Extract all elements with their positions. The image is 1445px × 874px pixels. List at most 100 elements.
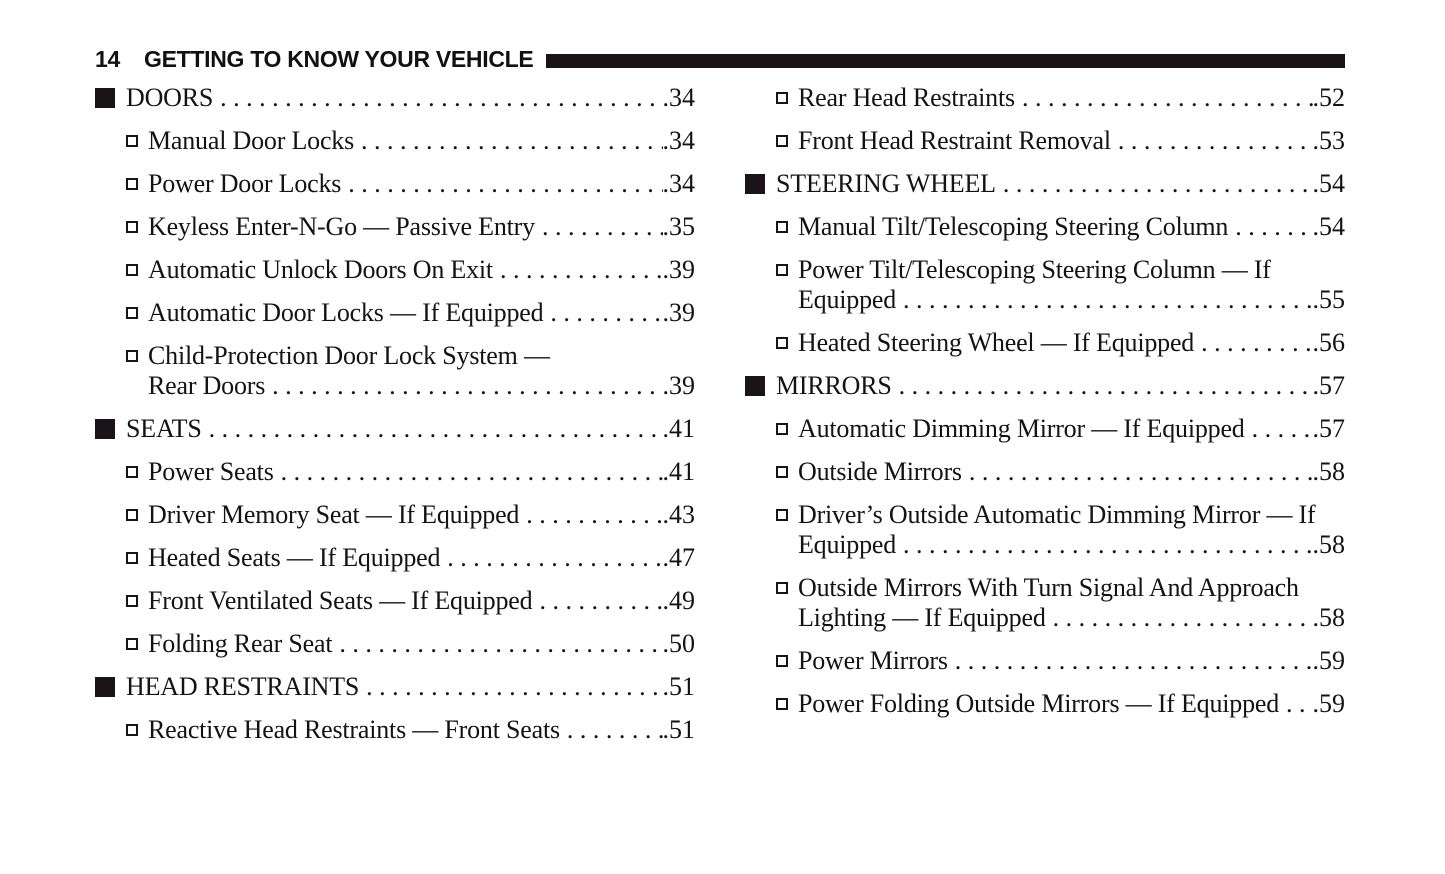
toc-entry-title: Automatic Unlock Doors On Exit xyxy=(148,255,493,284)
dot-leader xyxy=(281,457,663,487)
open-square-icon xyxy=(776,264,788,276)
toc-entry-title: Front Head Restraint Removal xyxy=(798,126,1111,155)
toc-entry-page: 54 xyxy=(1313,169,1345,199)
dot-leader xyxy=(567,715,663,745)
open-square-icon xyxy=(126,595,138,607)
dot-leader xyxy=(1118,126,1313,156)
toc-entry-page: 52 xyxy=(1313,83,1345,113)
page-number: 14 xyxy=(95,46,120,72)
toc-entry-page: 34 xyxy=(663,83,695,113)
toc-entry-page: 47 xyxy=(663,543,695,573)
header-rule-bar xyxy=(546,53,1345,68)
dot-leader xyxy=(209,414,663,444)
open-square-icon xyxy=(776,92,788,104)
dot-leader xyxy=(272,371,662,401)
open-square-icon xyxy=(776,698,788,710)
toc-entry-title: Manual Door Locks xyxy=(148,126,354,155)
toc-entry-title: Driver’s Outside Automatic Dimming Mirro… xyxy=(798,500,1316,529)
toc-entry-title: Power Mirrors xyxy=(798,646,948,675)
toc-entry-sub: Keyless Enter-N-Go — Passive Entry 35 xyxy=(95,212,695,242)
toc-entry-page: 41 xyxy=(663,414,695,444)
toc-entry-sub: Automatic Dimming Mirror — If Equipped 57 xyxy=(745,414,1345,444)
toc-entry-sub: Heated Seats — If Equipped 47 xyxy=(95,543,695,573)
toc-entry-sub: Heated Steering Wheel — If Equipped 56 xyxy=(745,328,1345,358)
filled-square-icon xyxy=(745,174,765,194)
toc-column-left: DOORS34Manual Door Locks34Power Door Loc… xyxy=(95,83,695,758)
open-square-icon xyxy=(126,307,138,319)
open-square-icon xyxy=(126,264,138,276)
dot-leader xyxy=(526,500,662,530)
open-square-icon xyxy=(776,423,788,435)
dot-leader xyxy=(1286,689,1312,719)
open-square-icon xyxy=(776,655,788,667)
toc-entry-sub: Power Tilt/Telescoping Steering Column —… xyxy=(745,255,1345,315)
filled-square-icon xyxy=(95,419,115,439)
toc-entry-title: Child-Protection Door Lock System — xyxy=(148,341,550,370)
toc-entry-title: Lighting — If Equipped xyxy=(798,603,1046,632)
dot-leader xyxy=(1201,328,1312,358)
open-square-icon xyxy=(126,724,138,736)
toc-entry-page: 56 xyxy=(1313,328,1345,358)
toc-entry-sub: Driver’s Outside Automatic Dimming Mirro… xyxy=(745,500,1345,560)
toc-entry-sub: Reactive Head Restraints — Front Seats 51 xyxy=(95,715,695,745)
toc-entry-sub: Power Seats 41 xyxy=(95,457,695,487)
toc-entry-page: 57 xyxy=(1313,414,1345,444)
dot-leader xyxy=(550,298,662,328)
toc-entry-title: Outside Mirrors With Turn Signal And App… xyxy=(798,573,1299,602)
dot-leader xyxy=(539,586,662,616)
toc-entry-section: MIRRORS 57 xyxy=(745,371,1345,401)
toc-entry-sub: Automatic Unlock Doors On Exit 39 xyxy=(95,255,695,285)
toc-entry-title: Power Door Locks xyxy=(148,169,342,198)
toc-entry-title: HEAD RESTRAINTS xyxy=(126,672,360,701)
dot-leader xyxy=(1235,212,1312,242)
toc-entry-title: DOORS xyxy=(126,83,214,112)
toc-entry-title: Rear Head Restraints xyxy=(798,83,1015,112)
dot-leader xyxy=(220,83,662,113)
filled-square-icon xyxy=(95,677,115,697)
toc-entry-sub: Folding Rear Seat 50 xyxy=(95,629,695,659)
filled-square-icon xyxy=(95,88,115,108)
toc-entry-sub: Outside Mirrors 58 xyxy=(745,457,1345,487)
dot-leader xyxy=(542,212,663,242)
dot-leader xyxy=(447,543,662,573)
toc-entry-title: Driver Memory Seat — If Equipped xyxy=(148,500,520,529)
toc-entry-title: Automatic Dimming Mirror — If Equipped xyxy=(798,414,1245,443)
toc-entry-page: 58 xyxy=(1313,530,1345,560)
toc-entry-title: MIRRORS xyxy=(776,371,892,400)
toc-entry-page: 55 xyxy=(1313,285,1345,315)
toc-entry-page: 53 xyxy=(1313,126,1345,156)
open-square-icon xyxy=(126,466,138,478)
dot-leader xyxy=(969,457,1313,487)
open-square-icon xyxy=(126,178,138,190)
toc-entry-page: 35 xyxy=(663,212,695,242)
open-square-icon xyxy=(126,135,138,147)
toc-entry-sub: Outside Mirrors With Turn Signal And App… xyxy=(745,573,1345,633)
filled-square-icon xyxy=(745,376,765,396)
toc-entry-title: SEATS xyxy=(126,414,202,443)
toc-entry-page: 39 xyxy=(663,298,695,328)
toc-entry-page: 39 xyxy=(663,255,695,285)
toc-entry-page: 58 xyxy=(1313,457,1345,487)
toc-entry-title: Equipped xyxy=(798,285,897,314)
open-square-icon xyxy=(776,337,788,349)
dot-leader xyxy=(1003,169,1313,199)
toc-columns: DOORS34Manual Door Locks34Power Door Loc… xyxy=(95,83,1345,758)
toc-entry-title: Manual Tilt/Telescoping Steering Column xyxy=(798,212,1229,241)
dot-leader xyxy=(361,126,663,156)
dot-leader xyxy=(1022,83,1313,113)
chapter-title: GETTING TO KNOW YOUR VEHICLE xyxy=(143,46,534,72)
open-square-icon xyxy=(776,466,788,478)
toc-entry-title: Automatic Door Locks — If Equipped xyxy=(148,298,544,327)
toc-entry-title: Reactive Head Restraints — Front Seats xyxy=(148,715,560,744)
toc-entry-sub: Power Mirrors 59 xyxy=(745,646,1345,676)
toc-entry-title: Rear Doors xyxy=(148,371,266,400)
toc-entry-sub: Rear Head Restraints 52 xyxy=(745,83,1345,113)
toc-entry-page: 51 xyxy=(663,715,695,745)
toc-entry-sub: Power Door Locks 34 xyxy=(95,169,695,199)
open-square-icon xyxy=(776,135,788,147)
toc-entry-page: 59 xyxy=(1313,689,1345,719)
toc-entry-page: 51 xyxy=(663,672,695,702)
toc-entry-page: 39 xyxy=(663,371,695,401)
open-square-icon xyxy=(776,221,788,233)
